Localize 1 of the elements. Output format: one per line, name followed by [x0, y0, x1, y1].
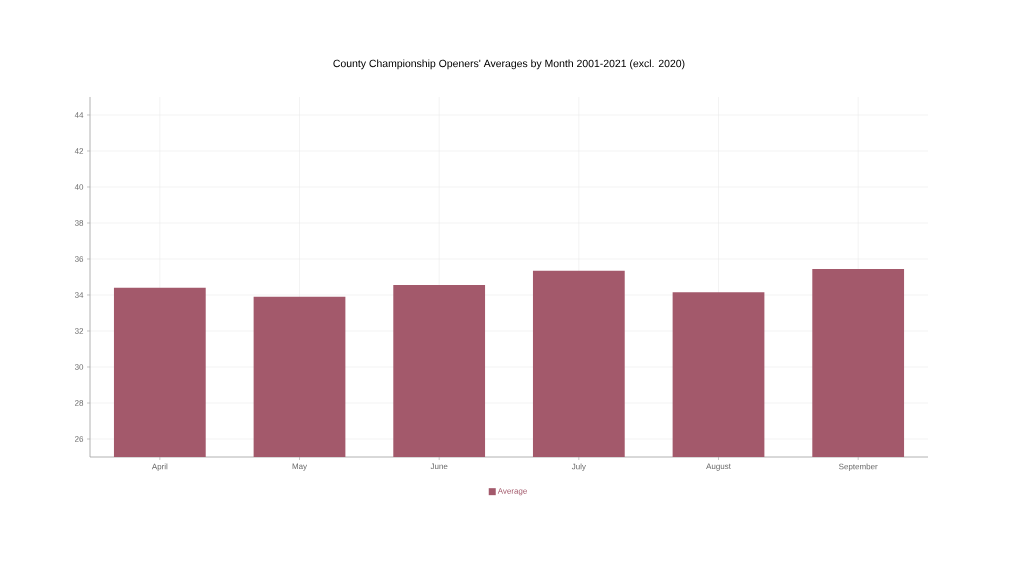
chart-title: County Championship Openers' Averages by Month 2001-2021 (excl. 2020) [333, 59, 685, 70]
